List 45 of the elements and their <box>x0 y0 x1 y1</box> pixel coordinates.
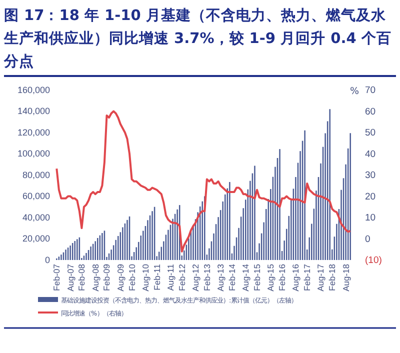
y2-tick-label: 30 <box>365 170 376 182</box>
x-tick-label: Feb-12 <box>176 264 187 291</box>
x-tick-label: Aug-07 <box>65 264 76 292</box>
y2-axis-title: % <box>350 86 359 97</box>
x-tick-label: Feb-14 <box>226 264 237 291</box>
y2-tick-label: 60 <box>365 106 376 118</box>
x-tick-label: Aug-13 <box>216 264 226 292</box>
x-tick-label: Feb-09 <box>102 264 112 291</box>
x-tick-label: Feb-08 <box>76 264 87 291</box>
x-tick-label: Aug-17 <box>316 264 326 292</box>
x-tick-label: Aug-12 <box>190 264 201 292</box>
x-tick-label: Aug-10 <box>140 264 150 292</box>
y2-tick-label: 50 <box>365 128 376 139</box>
x-tick-label: Feb-16 <box>277 264 288 291</box>
x-tick-label: Feb-11 <box>152 264 162 290</box>
x-tick-label: Feb-07 <box>52 264 62 291</box>
x-tick-label: Aug-11 <box>165 264 176 291</box>
x-tick-label: Aug-16 <box>290 264 301 292</box>
y2-tick-label: 70 <box>365 85 376 96</box>
x-tick-label: Aug-08 <box>90 264 100 292</box>
y2-tick-label: 0 <box>365 234 370 245</box>
x-tick-label: Aug-14 <box>240 264 251 292</box>
x-tick-label: Feb-13 <box>202 264 212 291</box>
x-tick-label: Feb-18 <box>327 264 338 291</box>
y-tick-label: 140,000 <box>17 106 50 116</box>
y-tick-label: 100,000 <box>17 148 50 159</box>
y2-tick-label: (10) <box>365 255 382 266</box>
y2-tick-label: 40 <box>365 148 376 160</box>
y-tick-label: 0 <box>44 254 50 265</box>
y-tick-label: 120,000 <box>17 127 50 138</box>
x-tick-label: Feb-17 <box>302 264 312 291</box>
y-tick-label: 40,000 <box>22 212 50 222</box>
x-tick-label: Aug-09 <box>115 264 126 292</box>
y-tick-label: 160,000 <box>17 84 50 95</box>
y2-tick-label: 20 <box>365 191 376 202</box>
y2-tick-label: 10 <box>365 212 376 224</box>
x-tick-label: Feb-10 <box>126 264 137 291</box>
x-tick-label: Aug-18 <box>340 264 351 292</box>
y-tick-label: 60,000 <box>22 191 50 202</box>
chart-title: 图 17：18 年 1-10 月基建（不含电力、热力、燃气及水生产和供应业）同比增速 3.7%，较 1-9 月回升 0.4 个百分点 <box>3 7 392 70</box>
line-series <box>56 110 352 252</box>
x-tick-label: Feb-15 <box>252 264 262 291</box>
y-tick-label: 20,000 <box>22 234 50 244</box>
x-tick-label: Aug-15 <box>266 264 276 292</box>
y-tick-label: 80,000 <box>22 170 50 180</box>
